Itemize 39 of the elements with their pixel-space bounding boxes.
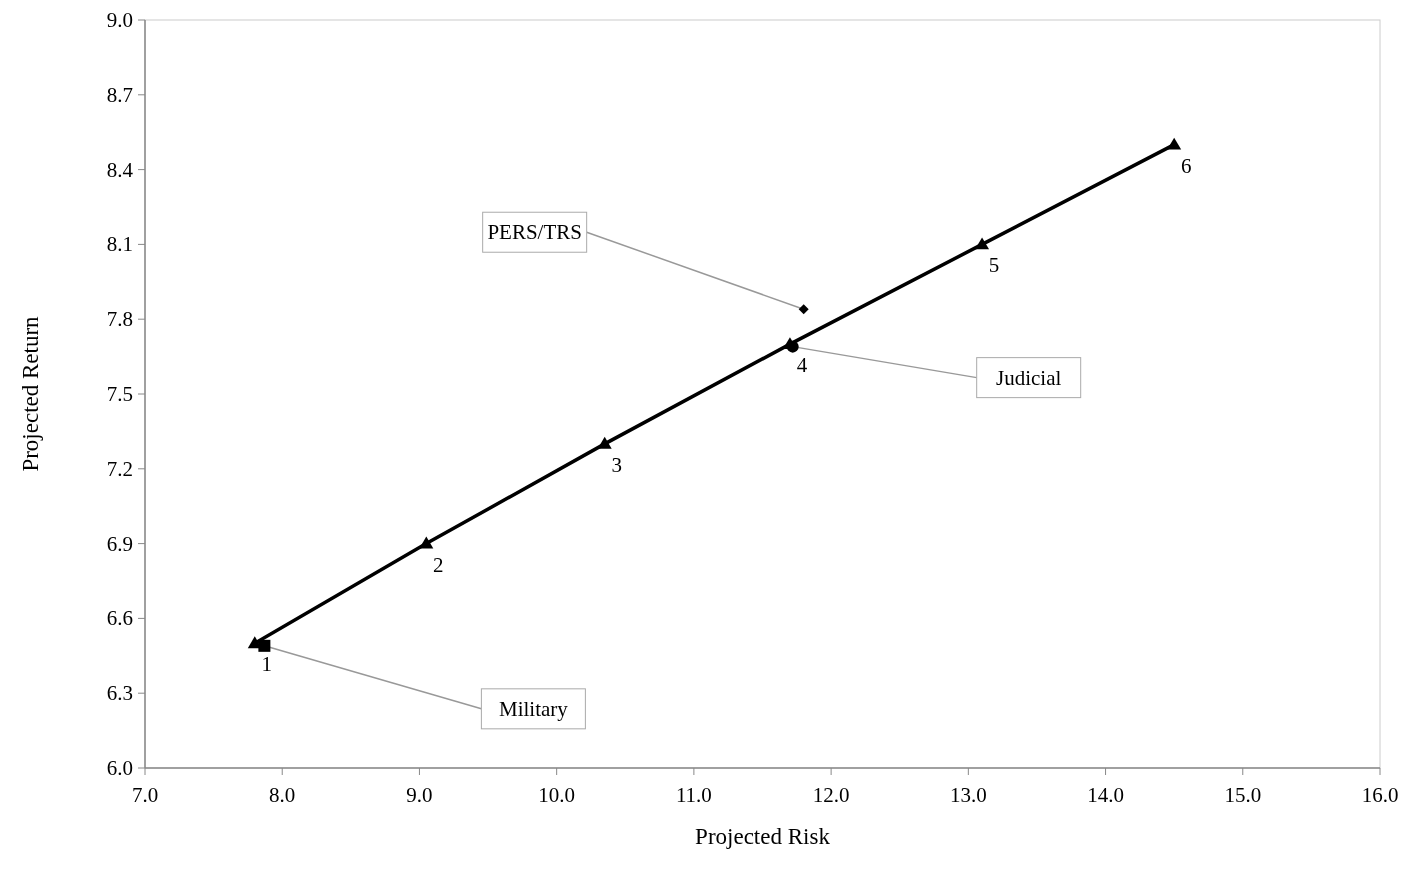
x-tick-label: 13.0 xyxy=(949,783,987,807)
x-tick-label: 10.0 xyxy=(538,783,576,807)
x-tick-label: 8.0 xyxy=(269,783,296,807)
x-tick-label: 16.0 xyxy=(1361,783,1399,807)
y-tick-label: 9.0 xyxy=(106,8,133,32)
point xyxy=(786,340,799,353)
y-tick-label: 6.9 xyxy=(106,531,133,556)
annotation: 6 xyxy=(1180,153,1192,178)
point xyxy=(258,639,271,652)
text: Judicial xyxy=(996,365,1062,390)
y-tick-label: 8.7 xyxy=(106,82,133,107)
point xyxy=(597,436,612,449)
text: PERS/TRS xyxy=(487,220,582,245)
x-tick-label: 11.0 xyxy=(675,783,712,807)
y-tick-label: 6.6 xyxy=(106,606,133,631)
y-tick-label: 6.0 xyxy=(106,756,133,780)
point xyxy=(798,304,809,315)
y-tick-label: 6.3 xyxy=(106,681,133,706)
point xyxy=(419,536,434,549)
y-tick-label: 7.5 xyxy=(106,382,133,406)
x-axis-title: Projected Risk xyxy=(695,824,831,849)
y-axis-title: Projected Return xyxy=(18,315,43,472)
point xyxy=(1167,137,1182,150)
x-tick-label: 14.0 xyxy=(1087,783,1124,807)
x-tick-label: 15.0 xyxy=(1224,783,1262,807)
annotation: 3 xyxy=(611,452,622,477)
annotation: 1 xyxy=(261,652,273,677)
y-tick-label: 7.8 xyxy=(106,307,133,332)
text: Military xyxy=(498,696,569,721)
x-tick-label: 7.0 xyxy=(131,783,159,807)
y-tick-label: 7.2 xyxy=(106,456,133,481)
annotation: 5 xyxy=(988,253,1000,278)
y-tick-label: 8.1 xyxy=(106,232,133,257)
x-tick-label: 9.0 xyxy=(406,783,433,807)
annotation: 2 xyxy=(433,552,444,577)
point xyxy=(975,237,990,250)
annotation: 4 xyxy=(796,353,808,378)
y-tick-label: 8.4 xyxy=(106,157,134,182)
x-tick-label: 12.0 xyxy=(812,783,850,807)
